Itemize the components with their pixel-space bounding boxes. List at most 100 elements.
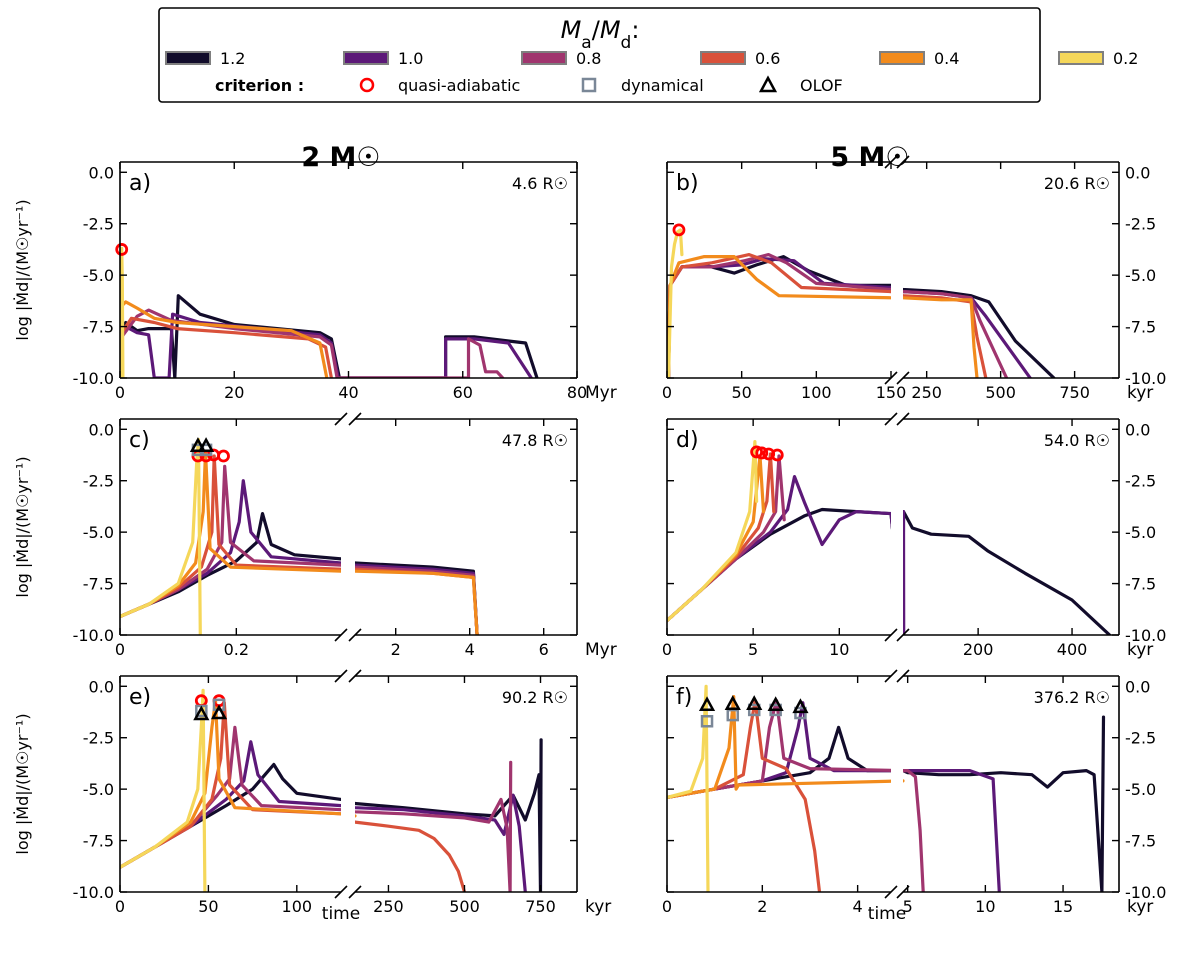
y-tick-label: -5.0: [83, 780, 114, 799]
series-line-1.0: [120, 479, 479, 635]
y-tick-label: -2.5: [1125, 472, 1156, 491]
series-line-0.8: [667, 253, 1009, 378]
marker-olof: [767, 696, 784, 712]
x-tick-label: 500: [985, 383, 1016, 402]
x-tick-label: 80: [567, 383, 587, 402]
legend-label-0.4: 0.4: [934, 49, 959, 68]
legend-olof-icon: [758, 75, 778, 93]
y-tick-label: -2.5: [83, 729, 114, 748]
axis-break-mark: [884, 412, 898, 426]
marker-olof: [792, 698, 809, 714]
marker-quasi-adiabatic: [770, 448, 784, 462]
y-tick-label: -10.0: [73, 369, 114, 388]
y-tick-label: -5.0: [1125, 523, 1156, 542]
y-tick-label: -2.5: [83, 472, 114, 491]
x-tick-label: 100: [282, 897, 313, 916]
marker-dynamical: [700, 715, 714, 728]
panel-d: 0.0 -2.5 -5.0 -7.5 -10.0 0 5 10 200 400 kyr d) 54.0 …: [662, 412, 1166, 660]
legend-swatch-0.2: [1058, 51, 1104, 65]
series-line-1.2: [120, 738, 543, 892]
x-tick-label: 250: [373, 897, 404, 916]
series-group: [120, 438, 479, 635]
legend-quasi-adiabatic-label: quasi-adiabatic: [398, 76, 520, 95]
series-line-0.2: [120, 688, 207, 892]
x-tick-label: 0: [662, 897, 672, 916]
series-line-1.2: [667, 715, 1106, 892]
radius-label: 4.6 R☉: [512, 174, 568, 193]
x-tick-label: 0: [115, 383, 125, 402]
series-line-1.2: [667, 507, 1112, 635]
panel-e: 0.0 -2.5 -5.0 -7.5 -10.00 50 100 250 500 750 kyr e)…: [13, 669, 611, 917]
x-unit-label: Myr: [585, 640, 617, 660]
x-axis-label-right: time: [868, 904, 906, 924]
marker-quasi-adiabatic: [115, 243, 129, 256]
radius-label: 54.0 R☉: [1044, 431, 1110, 450]
x-tick-label: 10: [975, 897, 995, 916]
series-group: [120, 688, 543, 892]
panel-f: 0.0 -2.5 -5.0 -7.5 -10.0 0 2 4 5 10 15 kyr f) 376.2 R…: [662, 669, 1166, 917]
series-group: [120, 246, 539, 378]
series-line-0.8: [120, 725, 513, 892]
series-line-0.4: [120, 699, 357, 869]
x-tick-label: 15: [1053, 897, 1073, 916]
x-tick-label: 20: [224, 383, 244, 402]
x-tick-label: 100: [801, 383, 832, 402]
y-tick-label: -5.0: [83, 523, 114, 542]
axis-break-mark: [334, 412, 348, 426]
legend-label-1.2: 1.2: [220, 49, 245, 68]
x-unit-label: kyr: [1127, 640, 1153, 660]
series-line-0.6: [667, 699, 822, 892]
legend-olof-label: OLOF: [800, 76, 843, 95]
axis-break-mark: [896, 371, 910, 385]
legend-label-0.2: 0.2: [1113, 49, 1138, 68]
radius-label: 47.8 R☉: [502, 431, 568, 450]
legend-title: Ma/Md:: [561, 16, 640, 53]
x-tick-label: 40: [338, 383, 358, 402]
x-tick-label: 6: [539, 640, 549, 659]
x-tick-label: 150: [876, 383, 907, 402]
x-tick-label: 0.2: [224, 640, 249, 659]
axis-break-mark: [896, 412, 910, 426]
axis-break-mark: [884, 628, 898, 642]
series-line-0.2: [120, 438, 202, 635]
series-line-0.4: [667, 695, 905, 799]
marker-olof: [698, 696, 716, 712]
x-tick-label: 2: [391, 640, 401, 659]
radius-label: 376.2 R☉: [1034, 688, 1110, 707]
x-unit-label: kyr: [1127, 897, 1153, 917]
series-line-1.2: [120, 512, 479, 635]
panel-label: c): [129, 428, 150, 453]
marker-olof: [197, 437, 215, 452]
y-tick-label: -10.0: [1125, 369, 1166, 388]
axis-break-mark: [896, 669, 910, 683]
axis-break-mark: [334, 628, 348, 642]
marker-quasi-adiabatic: [672, 223, 686, 237]
series-line-0.4: [120, 450, 479, 635]
x-tick-label: 4: [465, 640, 475, 659]
series-group: [667, 440, 1112, 635]
marker-olof: [746, 695, 763, 711]
marker-olof: [189, 437, 207, 452]
y-tick-label: -5.0: [1125, 266, 1156, 285]
axis-break-mark: [348, 669, 362, 683]
y-axis-label: log |Ṁd|/(M☉yr⁻¹): [13, 199, 32, 340]
series-line-0.2: [667, 440, 759, 623]
legend-label-0.8: 0.8: [576, 49, 601, 68]
legend-criterion-label: criterion :: [215, 76, 304, 95]
legend-swatch-0.6: [700, 51, 746, 65]
axis-break-mark: [884, 885, 898, 899]
y-tick-label: -10.0: [1125, 626, 1166, 645]
marker-quasi-adiabatic: [217, 449, 230, 463]
x-tick-label: 200: [963, 640, 994, 659]
x-unit-label: kyr: [1127, 383, 1153, 403]
y-tick-label: -7.5: [83, 318, 114, 337]
y-tick-label: 0.0: [89, 677, 114, 696]
x-tick-label: 50: [198, 897, 218, 916]
marker-olof: [193, 705, 210, 721]
x-axis-label-left: time: [322, 904, 360, 924]
series-group: [667, 684, 1106, 892]
x-tick-label: 750: [525, 897, 556, 916]
y-tick-label: -5.0: [1125, 780, 1156, 799]
